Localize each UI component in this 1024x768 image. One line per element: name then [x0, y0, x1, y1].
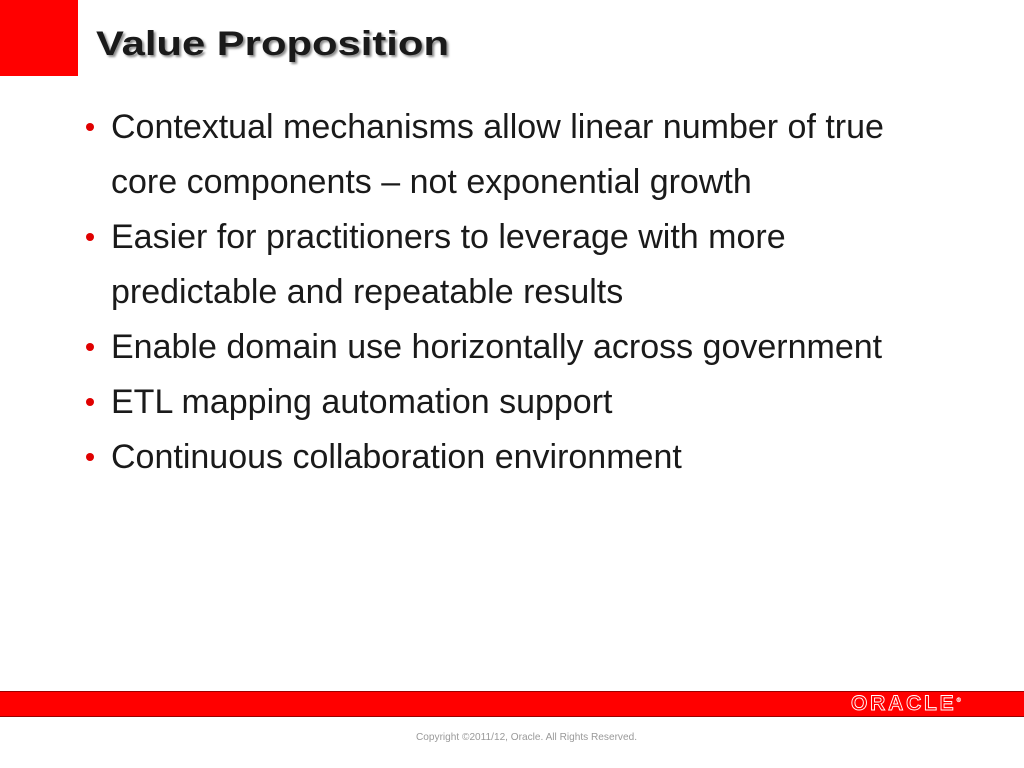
- svg-text:Value Proposition: Value Proposition: [96, 25, 449, 63]
